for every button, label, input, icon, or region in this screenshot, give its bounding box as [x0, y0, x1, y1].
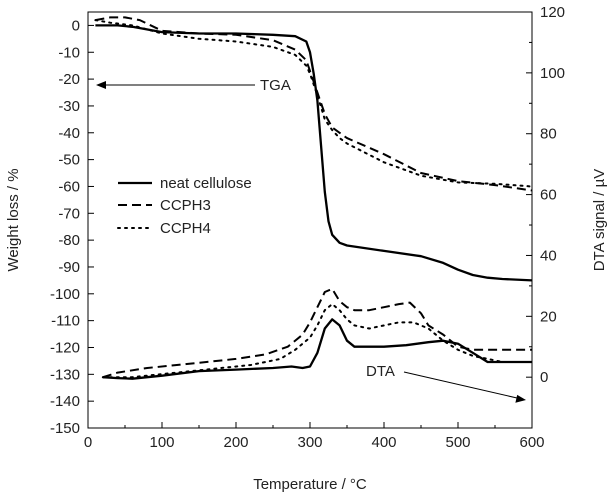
right-tick-label: 0 — [540, 369, 548, 386]
legend-label-neat-cellulose: neat cellulose — [160, 175, 252, 192]
right-tick-label: 120 — [540, 4, 565, 21]
right-tick-label: 40 — [540, 247, 557, 264]
dta-series-ccph4 — [101, 303, 533, 379]
left-tick-label: -30 — [58, 98, 80, 115]
left-axis-title: Weight loss / % — [5, 168, 22, 271]
right-tick-label: 100 — [540, 65, 565, 82]
dta-series-ccph3 — [102, 287, 532, 379]
legend-label-ccph4: CCPH4 — [160, 220, 211, 237]
left-tick-label: 0 — [72, 17, 80, 34]
left-tick-label: -150 — [50, 420, 80, 437]
x-tick-label: 100 — [149, 434, 174, 451]
left-tick-label: -100 — [50, 286, 80, 303]
left-tick-label: -140 — [50, 393, 80, 410]
legend-label-ccph3: CCPH3 — [160, 197, 211, 214]
tga-label: TGA — [260, 77, 291, 94]
dta-annotation: DTA — [366, 363, 526, 403]
left-tick-label: -110 — [51, 313, 80, 330]
tga-annotation: TGA — [96, 77, 291, 94]
tga-arrow-head — [96, 81, 106, 89]
left-tick-label: -40 — [58, 125, 80, 142]
x-tick-label: 300 — [297, 434, 322, 451]
legend: neat cellulose CCPH3 CCPH4 — [117, 175, 252, 237]
left-tick-label: -120 — [50, 339, 80, 356]
dta-label: DTA — [366, 363, 395, 380]
left-tick-label: -10 — [58, 44, 80, 61]
right-tick-label: 20 — [540, 308, 557, 325]
dta-arrow-line — [403, 371, 518, 399]
left-tick-label: -50 — [58, 152, 80, 169]
left-tick-label: -130 — [50, 366, 80, 383]
tga-series-ccph4 — [94, 19, 533, 188]
dta-arrow-head — [515, 394, 526, 403]
left-tick-label: -80 — [58, 232, 80, 249]
right-tick-label: 60 — [540, 187, 557, 204]
x-tick-label: 0 — [84, 434, 92, 451]
right-tick-label: 80 — [540, 126, 557, 143]
x-tick-label: 500 — [445, 434, 470, 451]
left-tick-label: -60 — [58, 178, 80, 195]
x-tick-label: 600 — [519, 434, 544, 451]
right-axis-title: DTA signal / µV — [591, 169, 608, 272]
left-tick-label: -20 — [58, 71, 80, 88]
left-tick-label: -90 — [58, 259, 80, 276]
x-tick-label: 200 — [223, 434, 248, 451]
x-tick-label: 400 — [371, 434, 396, 451]
tga-series-ccph3 — [95, 16, 533, 192]
x-axis-title: Temperature / °C — [253, 476, 367, 493]
left-tick-label: -70 — [58, 205, 80, 222]
tga-series-neat-cellulose — [95, 24, 533, 282]
